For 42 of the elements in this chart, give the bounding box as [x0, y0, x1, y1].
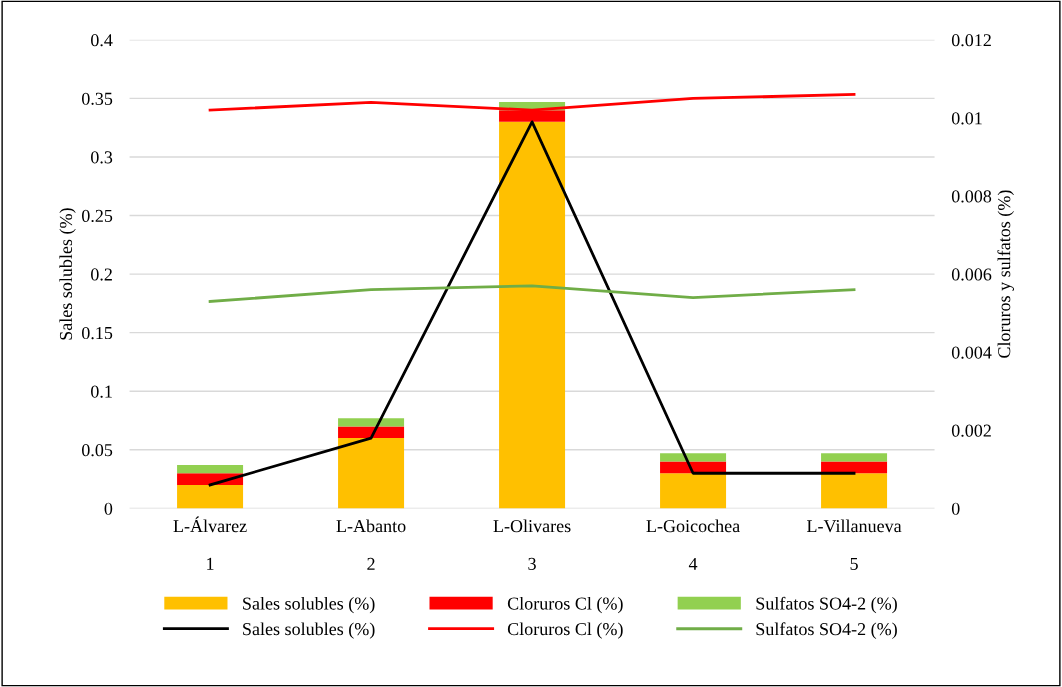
legend-label: Cloruros Cl (%) [507, 596, 623, 614]
bar [177, 484, 244, 509]
bar [821, 473, 888, 509]
legend-label: Sulfatos SO4-2 (%) [756, 596, 897, 614]
bar [660, 453, 727, 462]
category-label: L-Abanto 2 [336, 519, 406, 570]
y-tick-label: 0.4 [91, 34, 113, 47]
legend-label: Sales solubles (%) [243, 622, 375, 639]
category-label: L-Olivares 3 [493, 519, 571, 570]
legend-label: Cloruros Cl (%) [507, 622, 623, 639]
legend-label: Sales solubles (%) [243, 596, 375, 614]
category-label: L-Villanueva 5 [806, 519, 902, 570]
bar [338, 438, 405, 509]
bar [660, 473, 727, 509]
y-tick-label: 0.3 [91, 151, 113, 164]
y-tick-label: 0.05 [81, 444, 113, 457]
category-label: L-Álvarez 1 [173, 516, 247, 570]
y2-tick-label: 0.006 [951, 268, 992, 281]
y-tick-label: 0.25 [81, 209, 113, 223]
bar [821, 453, 888, 462]
bar [821, 461, 888, 474]
category-label: L-Goicochea 4 [646, 519, 740, 570]
y2-axis-title: Cloruros y sulfatos (%) [997, 190, 1015, 358]
bar [338, 418, 405, 427]
bar [177, 465, 244, 474]
line-series [208, 120, 856, 487]
y2-tick-label: 0.01 [951, 112, 982, 125]
y2-tick-label: 0.012 [951, 34, 991, 47]
y-tick-label: 0.15 [81, 326, 113, 340]
bar [338, 426, 405, 439]
y2-tick-label: 0.004 [951, 346, 992, 359]
y-axis-title: Sales solubles (%) [59, 208, 76, 340]
y-tick-label: 0 [104, 502, 113, 515]
y2-tick-label: 0.008 [951, 190, 992, 203]
y-tick-label: 0.2 [91, 268, 112, 281]
y-tick-label: 0.1 [91, 385, 112, 398]
line-series [208, 284, 856, 303]
bar [499, 121, 566, 509]
y2-tick-label: 0.002 [951, 424, 991, 437]
y-tick-label: 0.35 [81, 92, 113, 105]
y2-tick-label: 0 [951, 502, 960, 515]
legend-label: Sulfatos SO4-2 (%) [756, 622, 897, 639]
